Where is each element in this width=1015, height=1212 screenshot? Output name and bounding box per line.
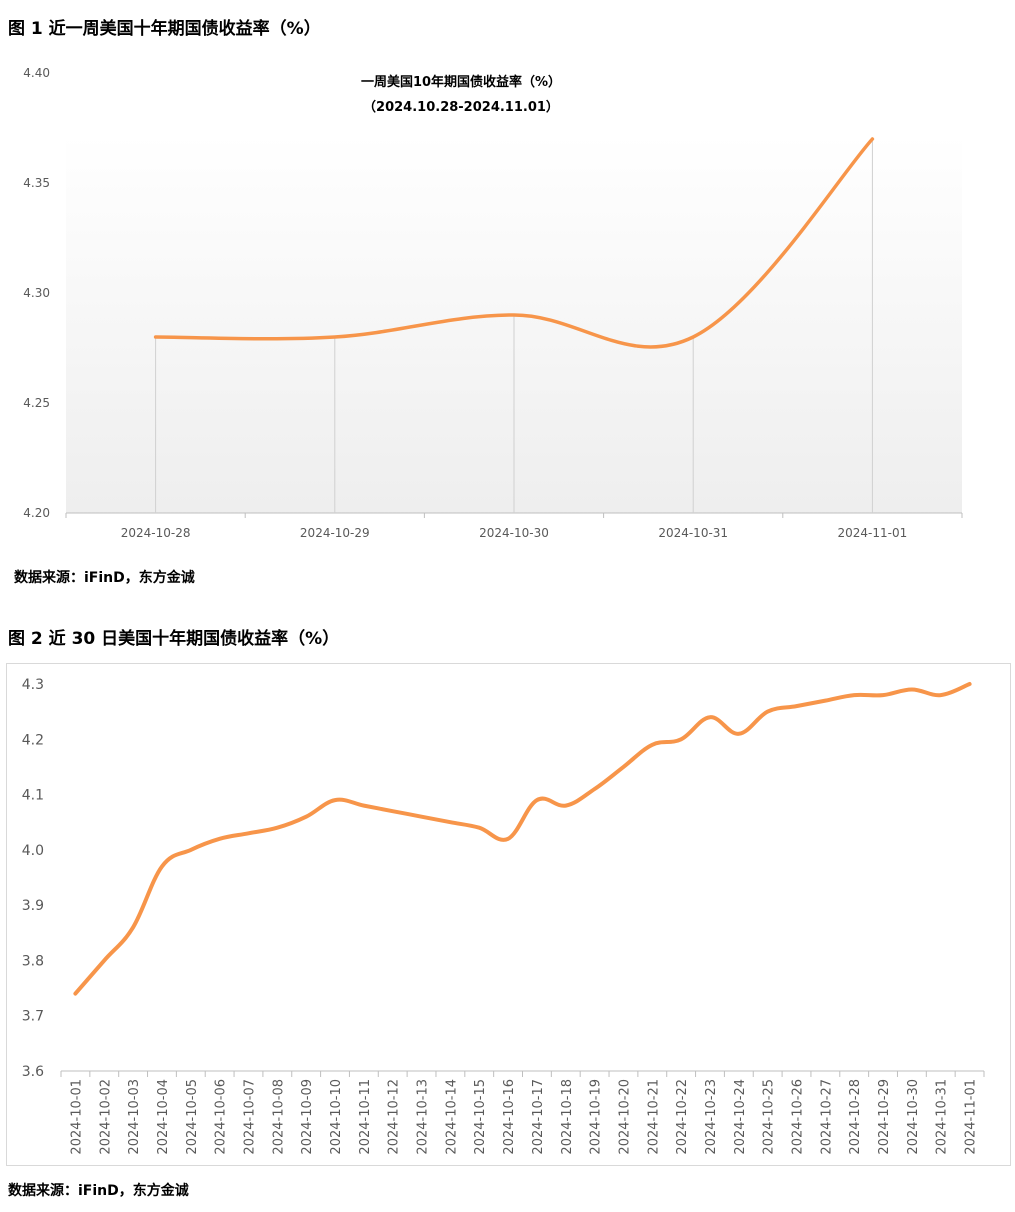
x-tick-label: 2024-10-10: [329, 1079, 344, 1155]
chart-frame: [6, 663, 1011, 1166]
y-tick-label: 4.40: [23, 66, 50, 80]
x-tick-label: 2024-10-19: [589, 1079, 604, 1155]
x-tick-label: 2024-10-15: [473, 1079, 488, 1155]
chart1: 4.20 4.25 4.30 4.35 4.40 2024-10-28 2024-10-29…: [23, 66, 963, 540]
x-tick-label: 2024-10-18: [560, 1079, 575, 1155]
x-tick-label: 2024-10-04: [156, 1079, 171, 1155]
x-tick-label: 2024-10-08: [271, 1079, 286, 1155]
x-tick-label: 2024-10-17: [531, 1079, 546, 1155]
x-tick-label: 2024-10-22: [675, 1079, 690, 1155]
y-tick-label: 4.20: [23, 506, 50, 520]
chart-title: 一周美国10年期国债收益率（%）: [361, 74, 561, 90]
y-tick-label: 3.7: [22, 1009, 44, 1025]
y-tick-label: 3.9: [22, 898, 44, 914]
x-tick-label: 2024-10-09: [300, 1079, 315, 1155]
x-tick-label: 2024-10-03: [127, 1079, 142, 1155]
chart-subtitle: （2024.10.28-2024.11.01）: [363, 99, 559, 115]
y-tick-label: 4.3: [22, 677, 44, 693]
series-line: [73, 682, 972, 996]
figure2-source: 数据来源：iFinD，东方金诚: [8, 1183, 189, 1199]
x-tick-label: 2024-11-01: [964, 1079, 979, 1155]
x-tick-label: 2024-10-21: [646, 1079, 661, 1155]
x-tick-label: 2024-10-28: [848, 1079, 863, 1155]
x-tick-label: 2024-10-30: [479, 526, 549, 540]
chart2: 3.6 3.7 3.8 3.9 4.0 4.1 4.2 4.3 2024-10-01 2024-1…: [6, 663, 1011, 1166]
x-tick-label: 2024-10-11: [358, 1079, 373, 1155]
x-tick-label: 2024-10-12: [387, 1079, 402, 1155]
y-tick-label: 4.0: [22, 843, 44, 859]
y-tick-label: 3.6: [22, 1064, 44, 1080]
x-tick-label: 2024-10-31: [658, 526, 728, 540]
x-tick-label: 2024-10-20: [617, 1079, 632, 1155]
x-tick-label: 2024-10-31: [935, 1079, 950, 1155]
x-tick-label: 2024-10-13: [416, 1079, 431, 1155]
figure2-heading: 图 2 近 30 日美国十年期国债收益率（%）: [8, 629, 340, 649]
x-tick-label: 2024-10-06: [214, 1079, 229, 1155]
figure1-source: 数据来源：iFinD，东方金诚: [14, 570, 195, 586]
series-line: [153, 137, 875, 349]
y-tick-label: 4.30: [23, 286, 50, 300]
x-tick-label: 2024-10-29: [300, 526, 370, 540]
x-tick-label: 2024-10-24: [733, 1079, 748, 1155]
x-tick-label: 2024-10-07: [242, 1079, 257, 1155]
y-tick-label: 4.25: [23, 396, 50, 410]
y-tick-label: 4.1: [22, 788, 44, 804]
y-tick-label: 4.2: [22, 732, 44, 748]
x-tick-label: 2024-11-01: [838, 526, 908, 540]
x-tick-label: 2024-10-14: [444, 1079, 459, 1155]
x-tick-label: 2024-10-25: [762, 1079, 777, 1155]
y-tick-label: 3.8: [22, 953, 44, 969]
x-tick-label: 2024-10-01: [69, 1079, 84, 1155]
x-tick-label: 2024-10-16: [502, 1079, 517, 1155]
x-tick-label: 2024-10-05: [185, 1079, 200, 1155]
x-tick-label: 2024-10-30: [906, 1079, 921, 1155]
x-tick-label: 2024-10-28: [121, 526, 191, 540]
figure1-heading: 图 1 近一周美国十年期国债收益率（%）: [8, 19, 321, 39]
x-tick-label: 2024-10-02: [98, 1079, 113, 1155]
x-tick-label: 2024-10-29: [877, 1079, 892, 1155]
x-tick-label: 2024-10-27: [819, 1079, 834, 1155]
x-tick-label: 2024-10-26: [791, 1079, 806, 1155]
y-tick-label: 4.35: [23, 176, 50, 190]
x-tick-label: 2024-10-23: [704, 1079, 719, 1155]
